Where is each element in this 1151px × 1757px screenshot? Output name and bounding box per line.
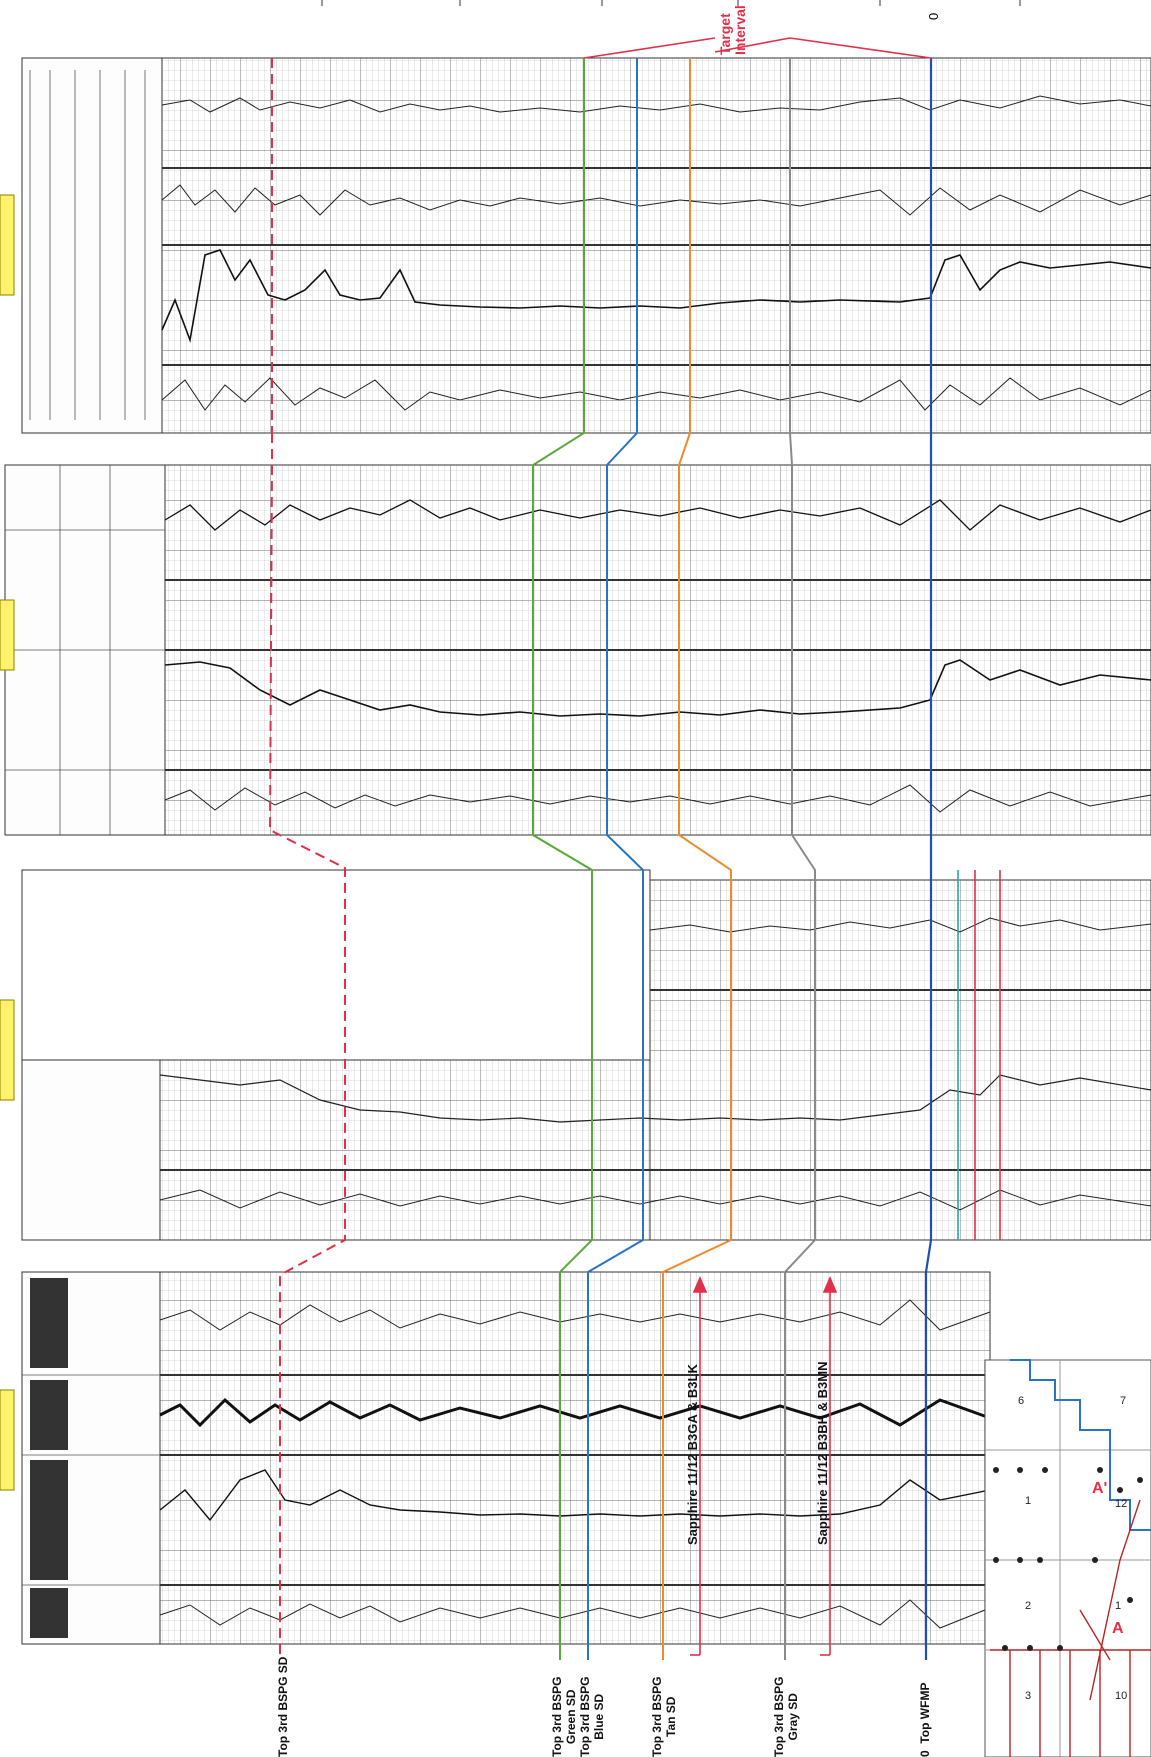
sapphire-label-a: Sapphire 11/12 B3GA & B3LK [685,1364,700,1545]
highlight-tab-1 [0,194,15,296]
well-3-curve-c [159,1189,1151,1211]
sapphire-label-b: Sapphire 11/12 B3BH & B3MN [815,1361,830,1545]
well-3-curve-a [649,917,1151,933]
zero-mark: 0 [926,12,941,20]
label-green-sd: Top 3rd BSPG Green SD [550,1676,578,1757]
well-2-curve-b [164,659,1151,717]
map-section-1a: 1 [1025,1495,1032,1507]
highlight-tab-3 [0,999,15,1101]
label-tan-sd: Top 3rd BSPG Tan SD [650,1676,678,1757]
highlight-tab-4 [0,1389,15,1491]
correlation-line-gray-sd [784,58,816,1660]
correlation-line-blue-sd [587,58,644,1660]
well-1-curve-a [161,95,1151,113]
well-log-3 [21,869,1151,1241]
target-interval-label: Target Interval [717,5,748,55]
label-top-3rd-bspg-sd: Top 3rd BSPG SD [276,1656,290,1757]
well-3-header [21,1059,161,1241]
label-gray-sd: Top 3rd BSPG Gray SD [772,1676,800,1757]
target-interval-bracket [583,37,932,59]
map-section-1b: 1 [1115,1600,1122,1612]
map-section-3: 3 [1025,1690,1032,1702]
well-1-header [21,57,163,434]
well-2-curve-a [164,499,1151,531]
well-log-4 [21,1271,991,1645]
highlight-tab-2 [0,599,15,671]
map-section-7: 7 [1120,1395,1127,1407]
sapphire-arrow-b [820,1275,838,1656]
well-4-curve-b [159,1397,991,1428]
label-blue-sd: Top 3rd BSPG Blue SD [578,1676,606,1757]
correlation-line-top-wfmp [924,58,933,1660]
map-label-a-prime: A' [1092,1480,1108,1497]
well-4-curve-d [159,1599,991,1629]
sapphire-arrow-a [690,1275,708,1656]
well-log-1 [21,57,1151,434]
well-2-curve-c [164,784,1151,813]
well-log-2 [4,464,1151,836]
map-label-a: A [1112,1620,1124,1637]
map-section-12: 12 [1115,1498,1128,1510]
location-map-inset [984,1359,1151,1757]
correlation-line-green-sd [532,58,593,1660]
well-1-curve-c [161,249,1151,344]
correlation-line-tan-sd [662,58,732,1660]
label-top-wfmp: 0 Top WFMP [918,1682,932,1757]
map-section-2: 2 [1025,1600,1032,1612]
well-4-curve-a [159,1299,991,1331]
map-section-6: 6 [1018,1395,1025,1407]
map-section-10: 10 [1115,1690,1128,1702]
well-1-curve-d [161,377,1151,411]
well-1-curve-b [161,184,1151,216]
correlation-line-top-3rd-bspg-sd [268,58,346,1660]
well-4-curve-c [159,1469,991,1522]
